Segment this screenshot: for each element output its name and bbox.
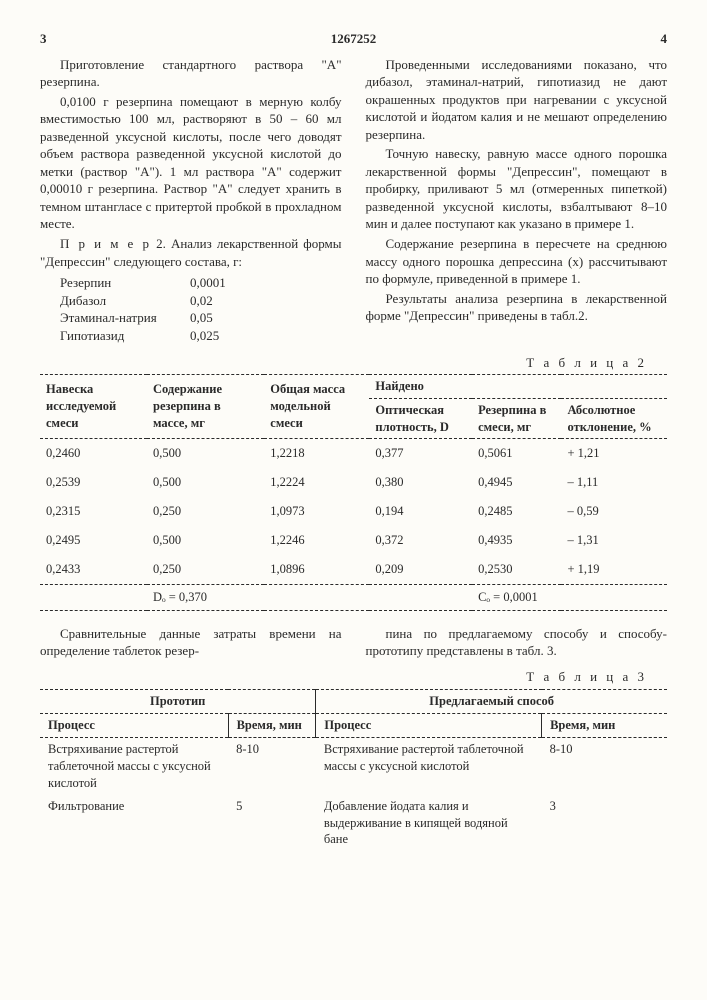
td: – 1,11 — [561, 468, 667, 497]
th: Оптическая плотность, D — [369, 398, 472, 439]
th: Найдено — [369, 374, 667, 398]
mid-paragraph: Сравнительные данные затраты времени на … — [40, 625, 667, 662]
td: 0,500 — [147, 439, 264, 468]
para: Содержание резерпина в пересчете на сред… — [366, 235, 668, 288]
th: Процесс — [316, 714, 542, 738]
th: Резерпина в смеси, мг — [472, 398, 561, 439]
td: 0,4945 — [472, 468, 561, 497]
table2-title: Т а б л и ц а 2 — [40, 354, 647, 372]
para: Приготовление стандартного раствора "А" … — [40, 56, 342, 91]
th: Общая масса модельной смеси — [264, 374, 369, 439]
td: 0,2315 — [40, 497, 147, 526]
td: Добавление йодата калия и выдерживание в… — [316, 795, 542, 852]
para: пина по предлагаемому способу и способу-… — [366, 625, 668, 660]
td: – 1,31 — [561, 526, 667, 555]
th: Предлагаемый способ — [316, 690, 667, 714]
th: Прототип — [40, 690, 316, 714]
td: 0,2539 — [40, 468, 147, 497]
comp-val: 0,025 — [190, 327, 219, 345]
td: 0,250 — [147, 497, 264, 526]
th: Содержание резерпина в массе, мг — [147, 374, 264, 439]
table2: Навеска исследуемой смеси Содержание рез… — [40, 374, 667, 611]
td: 0,194 — [369, 497, 472, 526]
td: 0,2433 — [40, 555, 147, 584]
th: Время, мин — [228, 714, 316, 738]
td: 0,250 — [147, 555, 264, 584]
para: Сравнительные данные затраты времени на … — [40, 625, 342, 660]
page-header: 3 1267252 4 — [40, 30, 667, 48]
comp-val: 0,05 — [190, 309, 213, 327]
footer-d0: Dₒ = 0,370 — [147, 584, 369, 610]
td: 0,209 — [369, 555, 472, 584]
td: 1,0973 — [264, 497, 369, 526]
td: 8-10 — [228, 738, 316, 795]
td: 3 — [542, 795, 667, 852]
td: + 1,19 — [561, 555, 667, 584]
body-columns: Приготовление стандартного раствора "А" … — [40, 56, 667, 349]
td: 1,2246 — [264, 526, 369, 555]
td: 0,372 — [369, 526, 472, 555]
td: 0,377 — [369, 439, 472, 468]
td: 0,2485 — [472, 497, 561, 526]
comp-name: Этаминал-натрия — [60, 309, 190, 327]
td: 8-10 — [542, 738, 667, 795]
th: Абсолютное отклонение, % — [561, 398, 667, 439]
td: 1,2224 — [264, 468, 369, 497]
td: Встряхивание растертой таблеточной массы… — [316, 738, 542, 795]
table3: Прототип Предлагаемый способ Процесс Вре… — [40, 689, 667, 851]
td: 0,380 — [369, 468, 472, 497]
example-label: П р и м е р — [60, 236, 151, 251]
td: Фильтрование — [40, 795, 228, 852]
right-column: Проведенными исследованиями показано, чт… — [366, 56, 668, 349]
para: П р и м е р 2. Анализ лекарственной форм… — [40, 235, 342, 270]
page-num-right: 4 — [661, 30, 668, 48]
td: 0,4935 — [472, 526, 561, 555]
para: Точную навеску, равную массе одного поро… — [366, 145, 668, 233]
para: 0,0100 г резерпина помещают в мерную кол… — [40, 93, 342, 233]
td: – 0,59 — [561, 497, 667, 526]
para: Результаты анализа резерпина в лекарстве… — [366, 290, 668, 325]
comp-name: Дибазол — [60, 292, 190, 310]
th: Процесс — [40, 714, 228, 738]
td: 0,2530 — [472, 555, 561, 584]
td: + 1,21 — [561, 439, 667, 468]
td: 0,500 — [147, 468, 264, 497]
td: 0,500 — [147, 526, 264, 555]
footer-c0: Cₒ = 0,0001 — [472, 584, 667, 610]
para: Проведенными исследованиями показано, чт… — [366, 56, 668, 144]
composition-list: Резерпин0,0001 Дибазол0,02 Этаминал-натр… — [60, 274, 342, 344]
patent-number: 1267252 — [47, 30, 661, 48]
td: 5 — [228, 795, 316, 852]
comp-name: Гипотиазид — [60, 327, 190, 345]
th: Навеска исследуемой смеси — [40, 374, 147, 439]
td: 0,5061 — [472, 439, 561, 468]
td: Встряхивание растертой таблеточной массы… — [40, 738, 228, 795]
td: 1,0896 — [264, 555, 369, 584]
left-column: Приготовление стандартного раствора "А" … — [40, 56, 342, 349]
table3-title: Т а б л и ц а 3 — [40, 668, 647, 686]
td: 1,2218 — [264, 439, 369, 468]
comp-name: Резерпин — [60, 274, 190, 292]
comp-val: 0,0001 — [190, 274, 226, 292]
comp-val: 0,02 — [190, 292, 213, 310]
td: 0,2495 — [40, 526, 147, 555]
th: Время, мин — [542, 714, 667, 738]
td: 0,2460 — [40, 439, 147, 468]
